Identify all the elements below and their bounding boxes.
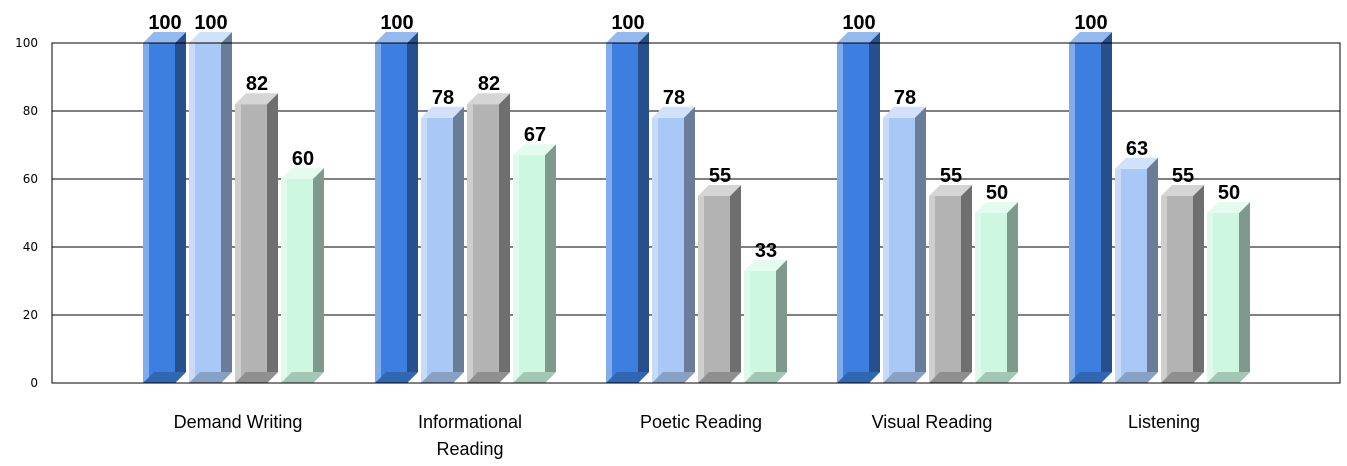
- data-label: 100: [148, 12, 181, 34]
- bar: [421, 106, 464, 384]
- category-label: Visual Reading: [872, 412, 993, 432]
- data-label: 82: [246, 73, 268, 95]
- bars: [143, 32, 1250, 384]
- bar: [698, 185, 741, 383]
- category-label: Poetic Reading: [640, 412, 762, 432]
- category-labels: Demand Writing Informational Reading Poetic…: [174, 412, 1200, 459]
- bar: [281, 168, 324, 383]
- bar: [1069, 32, 1112, 383]
- data-label: 55: [940, 165, 962, 187]
- y-tick-label: 40: [23, 240, 38, 254]
- data-label: 55: [1172, 165, 1194, 187]
- bar: [375, 32, 418, 383]
- y-tick-label: 0: [30, 376, 38, 390]
- category-label: Listening: [1128, 412, 1200, 432]
- y-axis-ticks: 0 20 40 60 80 100: [15, 36, 38, 390]
- data-label: 63: [1126, 138, 1148, 160]
- category-label: Demand Writing: [174, 412, 303, 432]
- bar: [929, 185, 972, 383]
- bar: [606, 32, 649, 383]
- bar: [1207, 202, 1250, 383]
- data-labels: 100 100 82 60 100 78 82 67 100 78 55 33 100 78 55 50 100…: [148, 12, 1240, 262]
- bar: [235, 93, 278, 383]
- data-label: 50: [1218, 182, 1240, 204]
- data-label: 100: [611, 12, 644, 34]
- data-label: 82: [478, 73, 500, 95]
- data-label: 100: [194, 12, 227, 34]
- data-label: 60: [292, 148, 314, 170]
- category-label: Informational Reading: [418, 412, 522, 459]
- data-label: 100: [1074, 12, 1107, 34]
- data-label: 33: [755, 240, 777, 262]
- plot-frame: [51, 42, 1341, 384]
- bar: [837, 32, 880, 383]
- data-label: 50: [986, 182, 1008, 204]
- bar: [143, 32, 186, 383]
- bar: [513, 144, 556, 383]
- bar: [883, 106, 926, 384]
- data-label: 100: [380, 12, 413, 34]
- y-tick-label: 20: [23, 308, 38, 322]
- bar: [744, 259, 787, 383]
- bar: [1161, 185, 1204, 383]
- data-label: 78: [894, 87, 916, 109]
- data-label: 67: [524, 124, 546, 146]
- data-label: 78: [663, 87, 685, 109]
- data-label: 78: [432, 87, 454, 109]
- bar: [189, 32, 232, 383]
- bar: [652, 106, 695, 384]
- bar: [975, 202, 1018, 383]
- y-tick-label: 60: [23, 172, 38, 186]
- bar: [1115, 157, 1158, 383]
- data-label: 55: [709, 165, 731, 187]
- data-label: 100: [842, 12, 875, 34]
- bar: [467, 93, 510, 383]
- y-tick-label: 100: [15, 36, 38, 50]
- y-tick-label: 80: [23, 104, 38, 118]
